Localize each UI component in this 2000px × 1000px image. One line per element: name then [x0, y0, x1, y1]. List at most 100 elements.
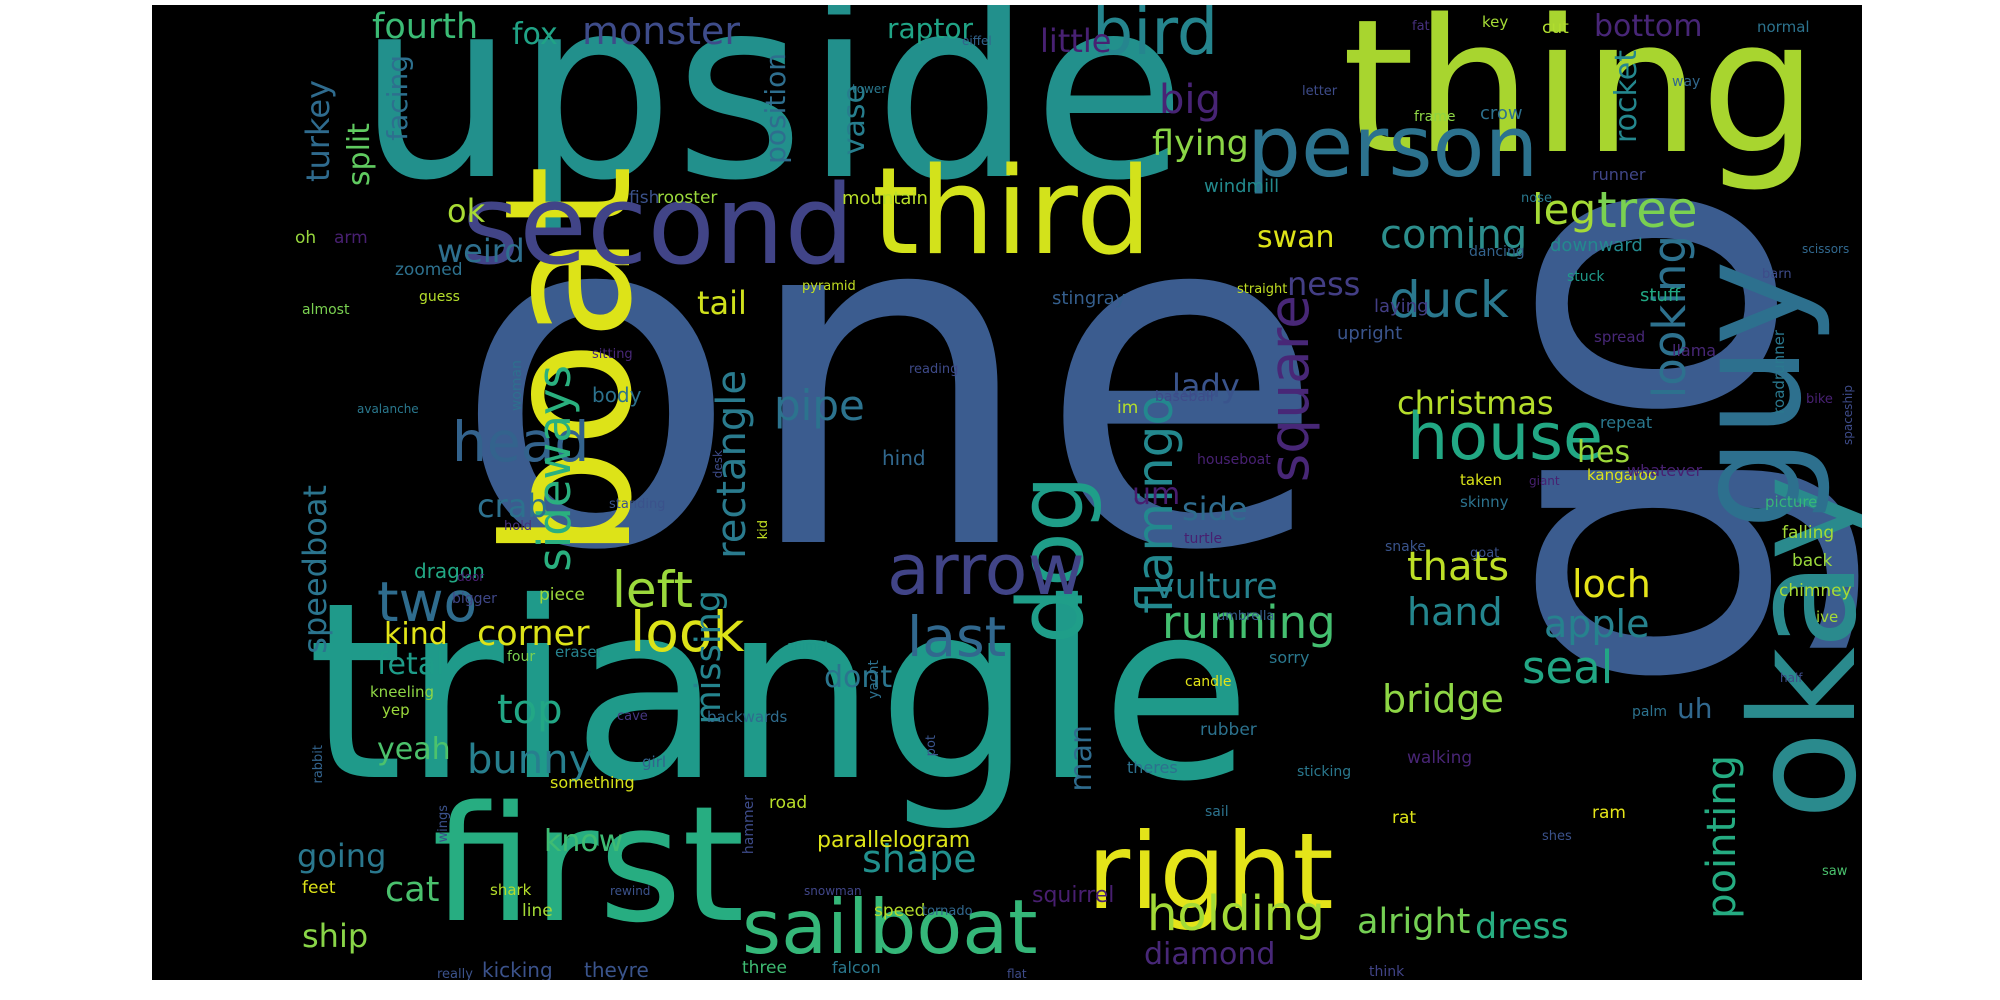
word-weird: weird [437, 232, 525, 270]
word-downward: downward [1550, 235, 1643, 256]
word-fetal: fetal [377, 647, 445, 682]
word-cut: cut [1542, 18, 1569, 38]
word-parallelogram: parallelogram [817, 828, 971, 853]
word-kid: kid [756, 520, 771, 540]
word-ram: ram [1592, 803, 1626, 823]
word-feet: feet [302, 878, 336, 898]
word-fat: fat [1412, 19, 1430, 34]
word-candle: candle [1185, 674, 1232, 690]
word-holding: holding [1147, 886, 1325, 942]
word-four: four [507, 649, 536, 665]
word-christmas: christmas [1397, 384, 1554, 422]
word-sideways: sideways [528, 365, 581, 572]
word-split: split [342, 123, 377, 187]
word-rewind: rewind [610, 884, 651, 898]
word-third: third [872, 143, 1152, 282]
word-going: going [297, 837, 387, 875]
word-windmill: windmill [1204, 176, 1280, 197]
word-walking: walking [1407, 748, 1473, 768]
word-little: little [1040, 22, 1112, 60]
word-sitting: sitting [592, 347, 633, 362]
word-standing: standing [609, 497, 666, 512]
word-desk: desk [711, 450, 725, 479]
word-turtle: turtle [1184, 531, 1223, 547]
word-sorry: sorry [1269, 648, 1310, 667]
word-shark: shark [490, 881, 532, 899]
word-seal: seal [1522, 641, 1614, 694]
word-um: um [1132, 477, 1181, 512]
word-tail: tail [697, 284, 747, 322]
word-yep: yep [382, 701, 410, 719]
word-running: running [1162, 596, 1336, 649]
word-guess: guess [419, 289, 460, 305]
word-kind: kind [384, 617, 448, 652]
word-duck: duck [1389, 271, 1509, 329]
word-something: something [550, 773, 635, 792]
word-kicking: kicking [482, 958, 553, 980]
word-snake: snake [1385, 539, 1426, 555]
word-kangaroo: kangaroo [1587, 466, 1658, 484]
word-know: know [544, 824, 624, 859]
word-facing: facing [381, 55, 414, 141]
word-falling: falling [1782, 523, 1835, 543]
word-crow: crow [1480, 103, 1523, 124]
word-coming: coming [1380, 212, 1528, 258]
word-missing: missing [689, 590, 729, 725]
word-bigger: bigger [452, 591, 497, 607]
word-uh: uh [1677, 692, 1713, 725]
word-saw: saw [1822, 864, 1848, 879]
word-wings: wings [436, 805, 451, 843]
word-guy: guy [1665, 260, 1834, 530]
word-picture: picture [1765, 493, 1818, 511]
word-laying: laying [1374, 296, 1429, 317]
word-animal: animal [787, 639, 828, 653]
word-dancing: dancing [1469, 244, 1525, 260]
word-rocket: rocket [1609, 50, 1644, 144]
word-door: door [457, 570, 485, 584]
word-flat: flat [1007, 967, 1027, 980]
word-sail: sail [1205, 804, 1229, 820]
word-barn: barn [1762, 267, 1792, 282]
word-straight: straight [1237, 282, 1288, 297]
word-stuff: stuff [1640, 285, 1681, 306]
word-roadrunner: roadrunner [1770, 330, 1788, 414]
word-sailboat: sailboat [742, 883, 1038, 971]
word-upright: upright [1337, 323, 1403, 344]
word-rubber: rubber [1200, 720, 1257, 740]
word-reading: reading [909, 362, 959, 377]
word-speed: speed [874, 901, 926, 921]
word-mountain: mountain [842, 188, 928, 209]
word-two: two [377, 570, 478, 634]
word-monster: monster [582, 9, 741, 53]
word-bridge: bridge [1382, 677, 1504, 721]
word-girl: girl [642, 753, 667, 771]
word-top: top [497, 687, 563, 733]
word-stingray: stingray [1052, 288, 1126, 309]
word-cloud: one go upside triangle thing boat okay guy first… [152, 5, 1862, 980]
word-almost: almost [302, 302, 350, 318]
word-back: back [1792, 551, 1833, 571]
word-baseball: baseball [1155, 389, 1214, 405]
word-side: side [1182, 490, 1248, 528]
word-raptor: raptor [887, 12, 974, 45]
word-position: position [759, 53, 792, 164]
word-person: person [1247, 98, 1539, 197]
word-first: first [432, 771, 745, 958]
word-arm: arm [334, 228, 368, 248]
word-rabbit: rabbit [311, 745, 326, 784]
word-fish: fish [629, 188, 660, 208]
word-looking: looking [1643, 235, 1696, 399]
word-swan: swan [1257, 220, 1335, 255]
word-really: really [437, 967, 473, 980]
word-snowman: snowman [804, 884, 862, 898]
word-zoomed: zoomed [395, 260, 463, 280]
word-body: body [592, 383, 642, 407]
word-letter: letter [1302, 84, 1338, 99]
word-half: half [1780, 671, 1803, 685]
word-cave: cave [617, 709, 648, 724]
word-look: look [630, 600, 745, 664]
word-hind: hind [882, 446, 926, 470]
word-shape: shape [862, 837, 977, 881]
word-bird: bird [1092, 5, 1219, 70]
word-hammer: hammer [741, 795, 757, 855]
